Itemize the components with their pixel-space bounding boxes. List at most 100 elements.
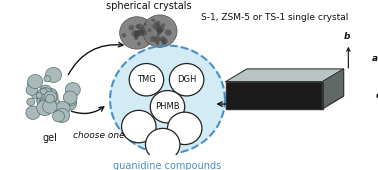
Text: spherical crystals: spherical crystals [105, 1, 191, 11]
Circle shape [64, 98, 76, 110]
Circle shape [37, 100, 53, 115]
Circle shape [135, 31, 138, 35]
Text: S-1, ZSM-5 or TS-1 single crystal: S-1, ZSM-5 or TS-1 single crystal [201, 13, 349, 22]
Circle shape [40, 85, 51, 96]
Polygon shape [110, 46, 225, 154]
Circle shape [161, 38, 168, 44]
Circle shape [41, 92, 53, 103]
Circle shape [30, 76, 41, 86]
Circle shape [150, 91, 185, 123]
Circle shape [150, 36, 157, 42]
Circle shape [155, 42, 160, 45]
Circle shape [151, 18, 155, 22]
Text: b: b [344, 32, 350, 41]
Circle shape [161, 23, 165, 27]
Circle shape [141, 30, 147, 36]
Circle shape [43, 100, 57, 113]
Circle shape [28, 74, 43, 89]
Circle shape [131, 30, 138, 37]
Circle shape [45, 94, 54, 103]
Circle shape [54, 108, 70, 123]
Circle shape [37, 94, 52, 108]
Circle shape [45, 93, 55, 102]
Polygon shape [226, 96, 344, 109]
Text: a: a [371, 54, 378, 63]
Text: DGH: DGH [177, 75, 196, 84]
Circle shape [39, 96, 51, 108]
Circle shape [65, 83, 80, 97]
Circle shape [134, 30, 140, 35]
Circle shape [153, 36, 161, 43]
Circle shape [157, 30, 160, 32]
Circle shape [158, 29, 161, 32]
Circle shape [136, 30, 143, 36]
Text: PHMB: PHMB [155, 102, 180, 111]
Circle shape [65, 92, 73, 99]
Circle shape [40, 97, 54, 111]
Circle shape [45, 67, 62, 82]
Circle shape [26, 85, 37, 95]
Circle shape [167, 112, 202, 144]
Circle shape [122, 110, 156, 143]
Text: gel: gel [42, 133, 57, 143]
Circle shape [68, 97, 76, 106]
Polygon shape [322, 69, 344, 109]
Circle shape [56, 101, 70, 115]
Circle shape [37, 94, 50, 106]
Circle shape [42, 93, 56, 105]
Circle shape [152, 23, 160, 29]
Circle shape [129, 64, 164, 96]
Circle shape [41, 88, 58, 104]
Circle shape [48, 89, 56, 96]
Polygon shape [226, 69, 344, 82]
Circle shape [134, 31, 141, 37]
Circle shape [134, 36, 138, 40]
Circle shape [140, 27, 146, 33]
Circle shape [44, 76, 51, 82]
Circle shape [158, 29, 162, 33]
Circle shape [44, 91, 57, 104]
Circle shape [53, 111, 64, 122]
Text: guanidine compounds: guanidine compounds [113, 161, 222, 170]
Circle shape [43, 91, 50, 98]
Circle shape [134, 33, 138, 36]
Polygon shape [226, 82, 322, 109]
Circle shape [155, 26, 162, 32]
Circle shape [143, 15, 177, 47]
Circle shape [136, 23, 143, 30]
Circle shape [32, 93, 38, 99]
Circle shape [28, 81, 34, 87]
Circle shape [169, 64, 204, 96]
Circle shape [165, 29, 172, 36]
Text: c: c [375, 91, 378, 100]
Text: choose one: choose one [73, 131, 124, 140]
Circle shape [137, 29, 144, 36]
Circle shape [40, 92, 56, 106]
Circle shape [26, 106, 40, 120]
Circle shape [40, 88, 47, 94]
Circle shape [161, 40, 167, 45]
Circle shape [47, 98, 59, 109]
Circle shape [27, 98, 35, 106]
Circle shape [135, 35, 138, 38]
Circle shape [37, 88, 54, 104]
Circle shape [156, 28, 163, 34]
Circle shape [144, 23, 147, 26]
Circle shape [146, 128, 180, 161]
Circle shape [121, 33, 126, 38]
Text: TMG: TMG [137, 75, 156, 84]
Circle shape [36, 93, 42, 98]
Circle shape [119, 17, 154, 49]
Circle shape [59, 108, 66, 115]
Circle shape [63, 91, 77, 104]
Circle shape [129, 25, 134, 30]
Circle shape [156, 32, 160, 37]
Circle shape [157, 25, 164, 32]
Circle shape [43, 91, 50, 97]
Circle shape [135, 24, 140, 28]
Circle shape [147, 28, 151, 32]
Circle shape [50, 97, 59, 107]
Circle shape [155, 21, 161, 26]
Circle shape [160, 36, 166, 42]
Circle shape [137, 42, 141, 46]
